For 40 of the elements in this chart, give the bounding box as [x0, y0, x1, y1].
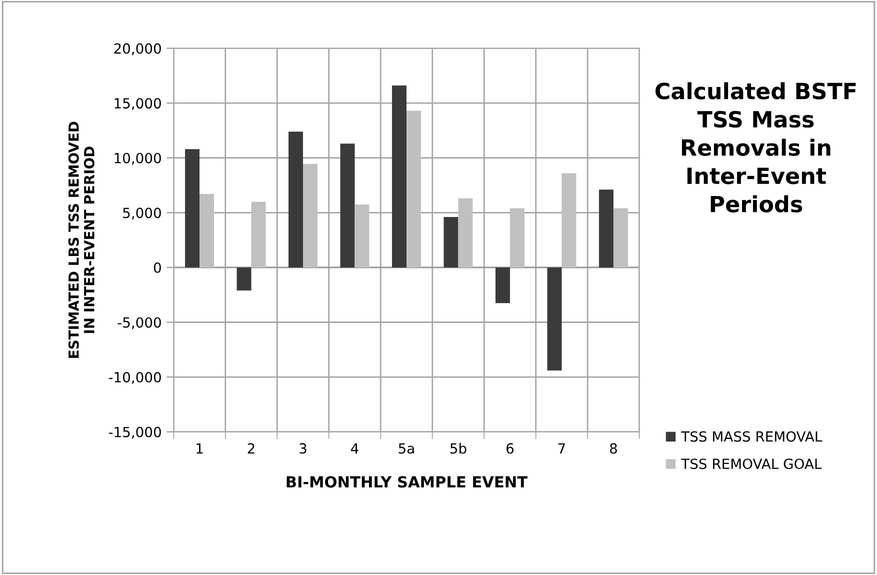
bar	[185, 149, 200, 268]
x-tick-label: 5b	[450, 442, 466, 454]
y-tick-label: -10,000	[108, 372, 161, 384]
x-tick-label: 1	[196, 443, 203, 454]
y-tick-label: -15,000	[108, 426, 161, 439]
bar	[340, 144, 355, 268]
bar	[236, 267, 252, 290]
y-axis-title: ESTIMATED LBS TSS REMOVED IN INTER-EVENT PERIOD	[68, 122, 94, 358]
bar	[288, 132, 304, 268]
x-axis-title: BI-MONTHLY SAMPLE EVENT	[286, 476, 528, 488]
x-tick-label: 4	[351, 443, 358, 454]
bar	[598, 190, 614, 268]
bar	[458, 198, 473, 268]
bar	[444, 217, 458, 268]
bar	[303, 164, 318, 268]
bar	[200, 194, 214, 268]
y-tick-label: 15,000	[114, 98, 161, 110]
x-tick-label: 8	[610, 443, 617, 454]
bar	[562, 173, 576, 268]
y-tick-label: 10,000	[114, 152, 161, 165]
bar	[510, 208, 524, 268]
bar	[354, 204, 370, 268]
bar	[495, 267, 510, 304]
x-tick-label: 5a	[398, 443, 414, 454]
x-tick-label: 7	[558, 443, 565, 454]
x-tick-label: 6	[506, 443, 514, 454]
y-tick-label: 0	[154, 262, 161, 273]
bar	[392, 86, 406, 268]
y-tick-label: 20,000	[114, 43, 161, 56]
x-tick-label: 3	[300, 443, 306, 454]
bar	[251, 202, 266, 268]
x-tick-label: 2	[248, 443, 254, 454]
y-tick-label: 5,000	[123, 208, 161, 220]
bar	[613, 208, 628, 268]
legend-label: TSS MASS REMOVAL	[681, 431, 822, 442]
y-tick-label: -5,000	[118, 317, 161, 330]
bar	[547, 267, 562, 370]
bar	[406, 110, 421, 268]
text: Calculated BSTF TSS Mass Removals in Inter-Event Periods	[656, 82, 856, 212]
legend-label: TSS REMOVAL GOAL	[681, 458, 822, 470]
